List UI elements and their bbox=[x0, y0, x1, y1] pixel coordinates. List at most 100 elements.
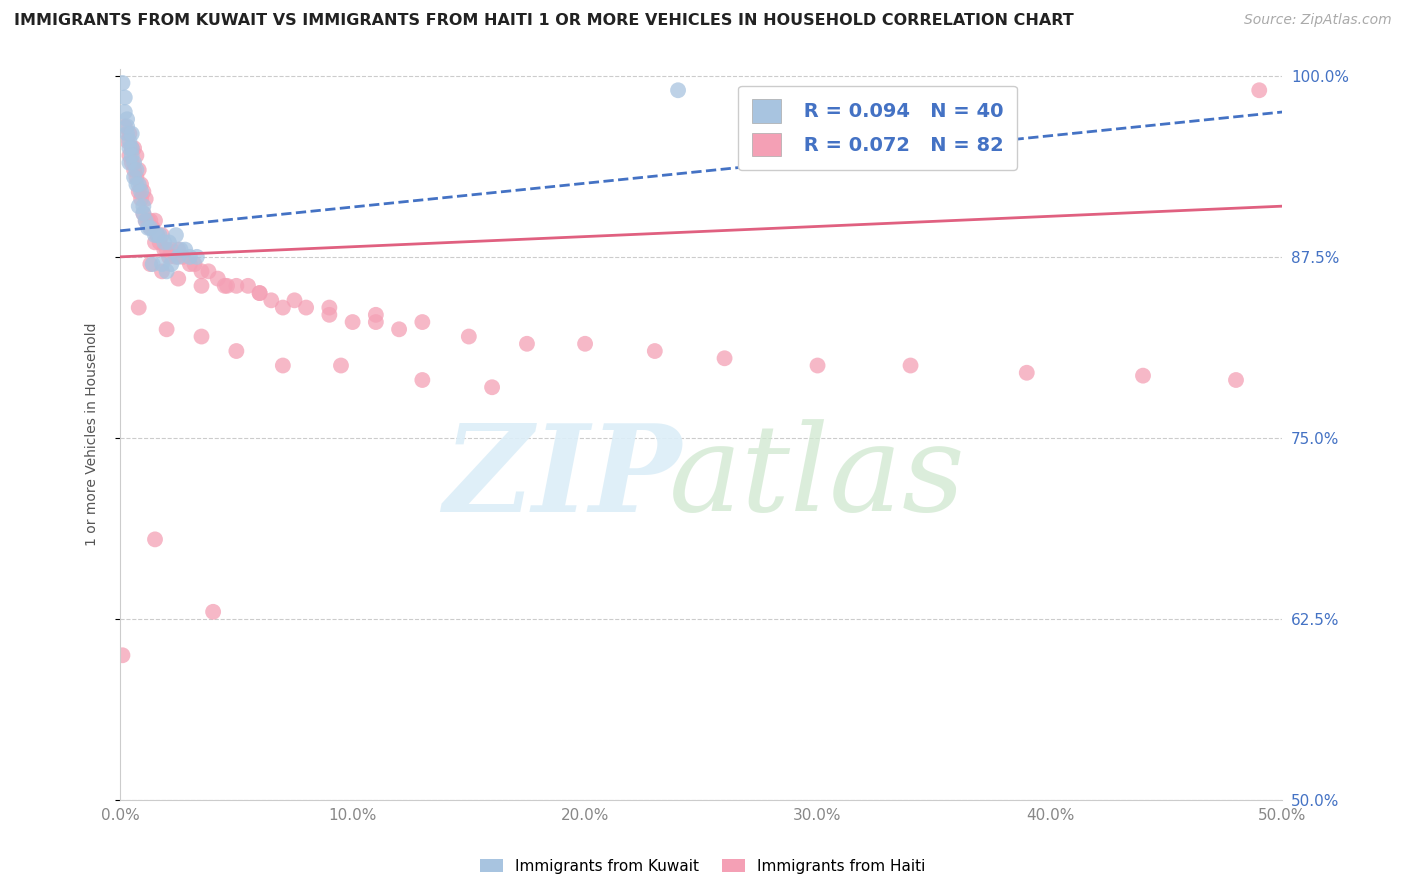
Point bbox=[157, 250, 180, 264]
Point bbox=[128, 199, 150, 213]
Point bbox=[225, 344, 247, 359]
Point bbox=[174, 243, 197, 257]
Point bbox=[125, 163, 148, 178]
Point bbox=[156, 322, 179, 336]
Point bbox=[156, 243, 179, 257]
Point bbox=[150, 264, 173, 278]
Point bbox=[125, 170, 148, 185]
Point bbox=[122, 163, 145, 178]
Point bbox=[411, 373, 433, 387]
Point bbox=[165, 250, 187, 264]
Point bbox=[260, 293, 283, 308]
Point bbox=[179, 257, 201, 271]
Point bbox=[132, 199, 155, 213]
Point bbox=[202, 605, 225, 619]
Point bbox=[150, 257, 173, 271]
Point bbox=[167, 271, 190, 285]
Point bbox=[132, 185, 155, 199]
Point bbox=[118, 155, 141, 169]
Point bbox=[143, 213, 166, 227]
Point bbox=[122, 170, 145, 185]
Point bbox=[574, 336, 596, 351]
Point bbox=[190, 329, 212, 343]
Text: atlas: atlas bbox=[669, 419, 966, 537]
Point bbox=[167, 250, 190, 264]
Point bbox=[249, 286, 271, 301]
Point bbox=[295, 301, 318, 315]
Point bbox=[115, 112, 138, 127]
Point bbox=[142, 257, 165, 271]
Point bbox=[139, 220, 162, 235]
Point bbox=[283, 293, 305, 308]
Point bbox=[111, 648, 134, 663]
Point bbox=[236, 278, 259, 293]
Point bbox=[644, 344, 666, 359]
Point bbox=[114, 105, 136, 120]
Point bbox=[271, 301, 294, 315]
Point bbox=[156, 264, 179, 278]
Point bbox=[121, 155, 143, 169]
Point bbox=[167, 243, 190, 257]
Point bbox=[125, 148, 148, 162]
Point bbox=[143, 533, 166, 547]
Point bbox=[481, 380, 503, 394]
Point bbox=[118, 134, 141, 148]
Point bbox=[318, 308, 340, 322]
Legend:  R = 0.094   N = 40,  R = 0.072   N = 82: R = 0.094 N = 40, R = 0.072 N = 82 bbox=[738, 86, 1017, 170]
Point bbox=[900, 359, 922, 373]
Point bbox=[169, 243, 191, 257]
Point bbox=[139, 213, 162, 227]
Point bbox=[186, 250, 208, 264]
Legend: Immigrants from Kuwait, Immigrants from Haiti: Immigrants from Kuwait, Immigrants from … bbox=[474, 853, 932, 880]
Point bbox=[806, 359, 828, 373]
Point bbox=[666, 83, 689, 97]
Y-axis label: 1 or more Vehicles in Household: 1 or more Vehicles in Household bbox=[86, 323, 100, 546]
Point bbox=[135, 213, 157, 227]
Point bbox=[135, 192, 157, 206]
Point bbox=[197, 264, 219, 278]
Point bbox=[136, 220, 159, 235]
Point bbox=[364, 308, 387, 322]
Point bbox=[136, 213, 159, 227]
Point bbox=[132, 206, 155, 220]
Point bbox=[457, 329, 479, 343]
Text: IMMIGRANTS FROM KUWAIT VS IMMIGRANTS FROM HAITI 1 OR MORE VEHICLES IN HOUSEHOLD : IMMIGRANTS FROM KUWAIT VS IMMIGRANTS FRO… bbox=[14, 13, 1074, 29]
Point bbox=[129, 178, 152, 192]
Point bbox=[115, 134, 138, 148]
Point bbox=[150, 228, 173, 243]
Point bbox=[135, 213, 157, 227]
Point bbox=[214, 278, 236, 293]
Point bbox=[411, 315, 433, 329]
Point bbox=[125, 178, 148, 192]
Point bbox=[121, 141, 143, 155]
Point bbox=[172, 250, 194, 264]
Point bbox=[364, 315, 387, 329]
Point bbox=[190, 278, 212, 293]
Point bbox=[217, 278, 239, 293]
Point bbox=[190, 264, 212, 278]
Point bbox=[129, 192, 152, 206]
Point bbox=[318, 301, 340, 315]
Point bbox=[122, 155, 145, 169]
Point bbox=[114, 120, 136, 134]
Point bbox=[142, 220, 165, 235]
Point bbox=[149, 228, 172, 243]
Point bbox=[153, 243, 176, 257]
Point bbox=[149, 235, 172, 250]
Point bbox=[128, 178, 150, 192]
Point bbox=[121, 141, 143, 155]
Point bbox=[115, 127, 138, 141]
Point bbox=[115, 120, 138, 134]
Point bbox=[118, 141, 141, 155]
Point bbox=[183, 257, 205, 271]
Point bbox=[1249, 83, 1271, 97]
Point bbox=[143, 228, 166, 243]
Point bbox=[114, 90, 136, 104]
Point bbox=[139, 257, 162, 271]
Point bbox=[207, 271, 229, 285]
Point bbox=[249, 286, 271, 301]
Point bbox=[1225, 373, 1247, 387]
Point bbox=[121, 148, 143, 162]
Point bbox=[160, 257, 183, 271]
Point bbox=[128, 301, 150, 315]
